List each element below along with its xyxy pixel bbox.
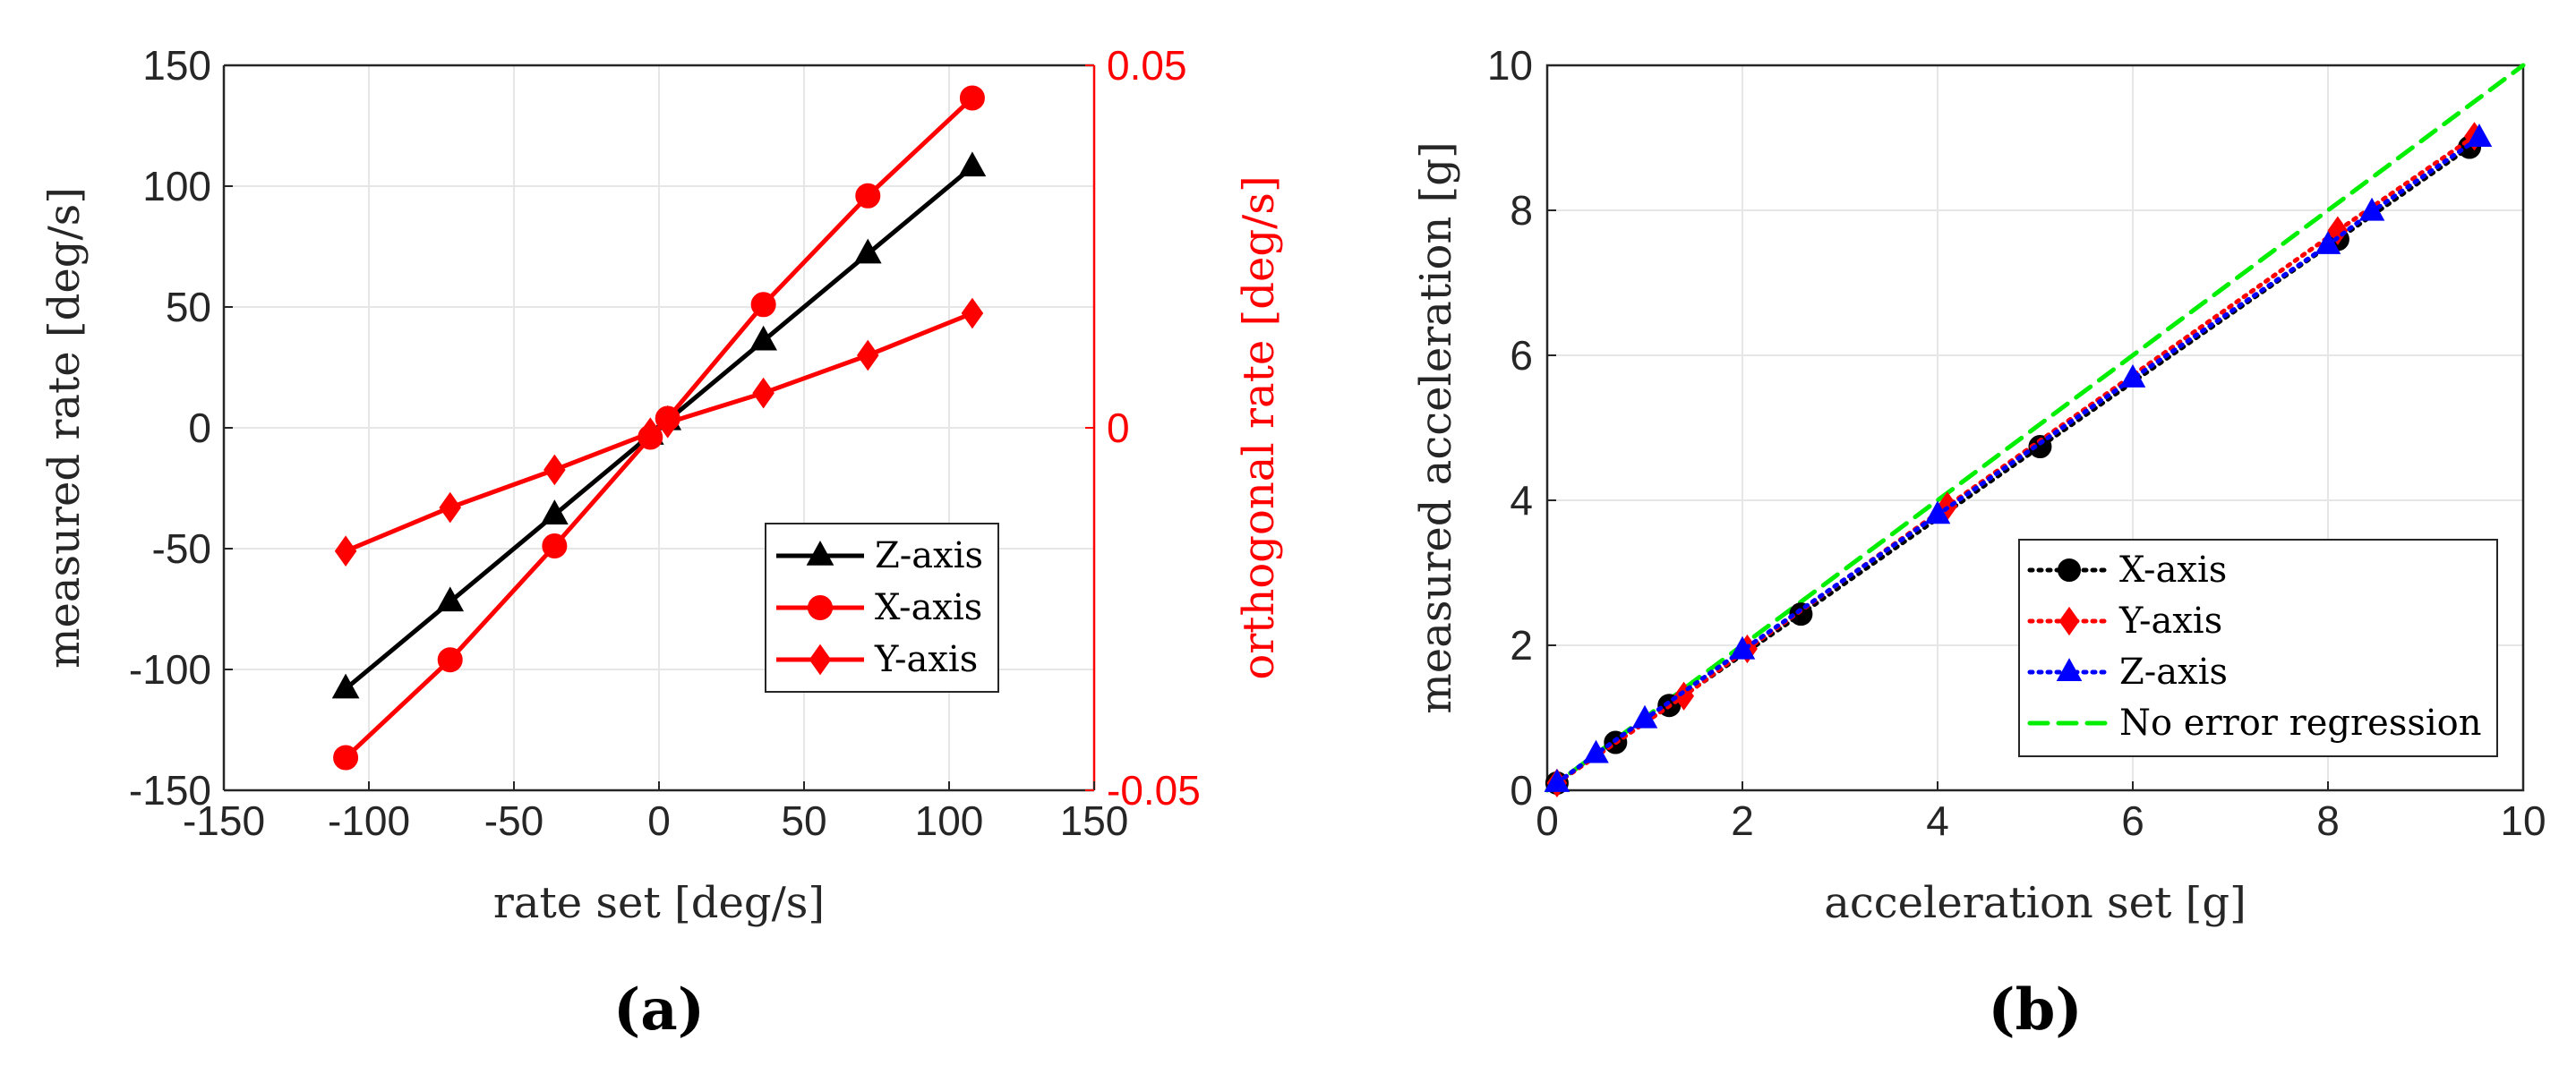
legend-marker — [2058, 606, 2080, 636]
x-axis-label: acceleration set [g] — [1824, 878, 2247, 928]
legend-label: Y-axis — [2118, 601, 2222, 642]
data-point-z-axis — [1631, 704, 1658, 729]
data-point-z-axis — [749, 325, 777, 351]
x-tick-label: -150 — [183, 797, 265, 844]
data-point-z-axis — [2358, 197, 2385, 221]
legend-label: Z-axis — [2119, 652, 2228, 693]
data-point-z-axis — [2119, 364, 2146, 388]
x-tick-label: 4 — [1926, 797, 1949, 844]
data-point-y-axis — [1673, 681, 1695, 711]
data-point-x-axis — [959, 85, 985, 111]
data-point-y-axis — [752, 377, 775, 409]
x-axis-label: rate set [deg/s] — [493, 878, 825, 928]
legend-label: Y-axis — [874, 639, 978, 680]
panel-label-a: (a) — [613, 976, 705, 1044]
legend-b — [2018, 539, 2498, 757]
x-tick-label: 6 — [2121, 797, 2144, 844]
y-tick-label: 150 — [142, 42, 211, 89]
y2-tick-label: -0.05 — [1107, 767, 1201, 814]
series-line-y-axis — [1554, 133, 2477, 786]
data-point-y-axis — [543, 454, 566, 486]
y2-tick-label: 0.05 — [1107, 42, 1187, 89]
legend-marker — [806, 540, 834, 566]
y-axis-label: measured acceleration [g] — [1411, 141, 1461, 713]
y-tick-label: 0 — [188, 405, 211, 451]
data-point-y-axis — [439, 491, 461, 524]
panel-a-chart: -150 -100 -50 0 50 100 150 -150 -100 -50 0 50 100 150… — [39, 42, 1284, 1044]
y-tick-label: 4 — [1510, 477, 1533, 524]
y-tick-label: 8 — [1510, 187, 1533, 234]
data-point-z-axis — [1924, 500, 1951, 524]
data-point-z-axis — [2466, 124, 2493, 147]
y-tick-label: -150 — [129, 767, 211, 814]
data-point-y-axis — [857, 339, 879, 371]
y-tick-label: 100 — [142, 163, 211, 209]
data-point-z-axis — [1583, 739, 1609, 763]
data-point-z-axis — [853, 238, 882, 264]
x-tick-label: 100 — [915, 797, 984, 844]
data-point-y-axis — [334, 535, 357, 567]
y-tick-label: -100 — [129, 646, 211, 693]
x-tick-label: 0 — [647, 797, 671, 844]
y2-axis-label: orthogonal rate [deg/s] — [1234, 175, 1284, 679]
x-tick-label: 50 — [781, 797, 826, 844]
axes-box-b — [1545, 64, 2525, 792]
legend-label: Z-axis — [875, 535, 983, 576]
x-tick-label: 2 — [1731, 797, 1754, 844]
legend-label: X-axis — [2119, 550, 2227, 591]
data-point-x-axis — [855, 183, 881, 209]
data-point-x-axis — [542, 533, 568, 559]
data-point-z-axis — [436, 586, 465, 612]
y2-tick-label: 0 — [1107, 405, 1130, 451]
data-point-x-axis — [2028, 435, 2052, 459]
x-tick-label: -50 — [484, 797, 543, 844]
data-point-x-axis — [437, 647, 463, 673]
x-tick-label: 8 — [2316, 797, 2340, 844]
legend-marker — [2056, 658, 2083, 681]
y-tick-label: 6 — [1510, 332, 1533, 379]
series-line-no-error-regression — [1545, 63, 2526, 793]
data-point-z-axis — [2315, 231, 2341, 254]
data-point-z-axis — [1544, 769, 1570, 792]
y-tick-label: 50 — [166, 284, 211, 330]
data-point-x-axis — [333, 745, 359, 771]
y-tick-label: 0 — [1510, 767, 1533, 814]
panel-b-chart: 0 2 4 6 8 10 0 2 4 6 8 10 acceleration set [g] measur… — [1411, 42, 2546, 1044]
y-tick-label: 10 — [1487, 42, 1533, 89]
legend-label: X-axis — [875, 587, 982, 628]
x-tick-label: 0 — [1536, 797, 1559, 844]
data-point-z-axis — [331, 673, 360, 699]
legend-label: No error regression — [2119, 703, 2482, 744]
legend-marker — [809, 644, 832, 676]
data-point-y-axis — [2327, 216, 2349, 245]
x-tick-label: 10 — [2500, 797, 2546, 844]
y-tick-label: -50 — [152, 525, 211, 572]
data-point-y-axis — [656, 406, 679, 439]
y-tick-label: 2 — [1510, 622, 1533, 669]
data-point-x-axis — [750, 292, 776, 318]
x-tick-label: 150 — [1060, 797, 1129, 844]
x-tick-label: -100 — [328, 797, 410, 844]
data-point-z-axis — [541, 499, 569, 524]
panel-label-b: (b) — [1988, 976, 2082, 1044]
data-point-y-axis — [639, 417, 662, 449]
legend-marker — [2058, 558, 2081, 582]
series-line-y-axis — [345, 311, 973, 554]
data-point-z-axis — [1729, 635, 1756, 660]
y-axis-label: measured rate [deg/s] — [39, 187, 90, 669]
legend-marker — [808, 595, 833, 620]
data-point-y-axis — [961, 297, 984, 329]
data-point-z-axis — [958, 151, 987, 177]
